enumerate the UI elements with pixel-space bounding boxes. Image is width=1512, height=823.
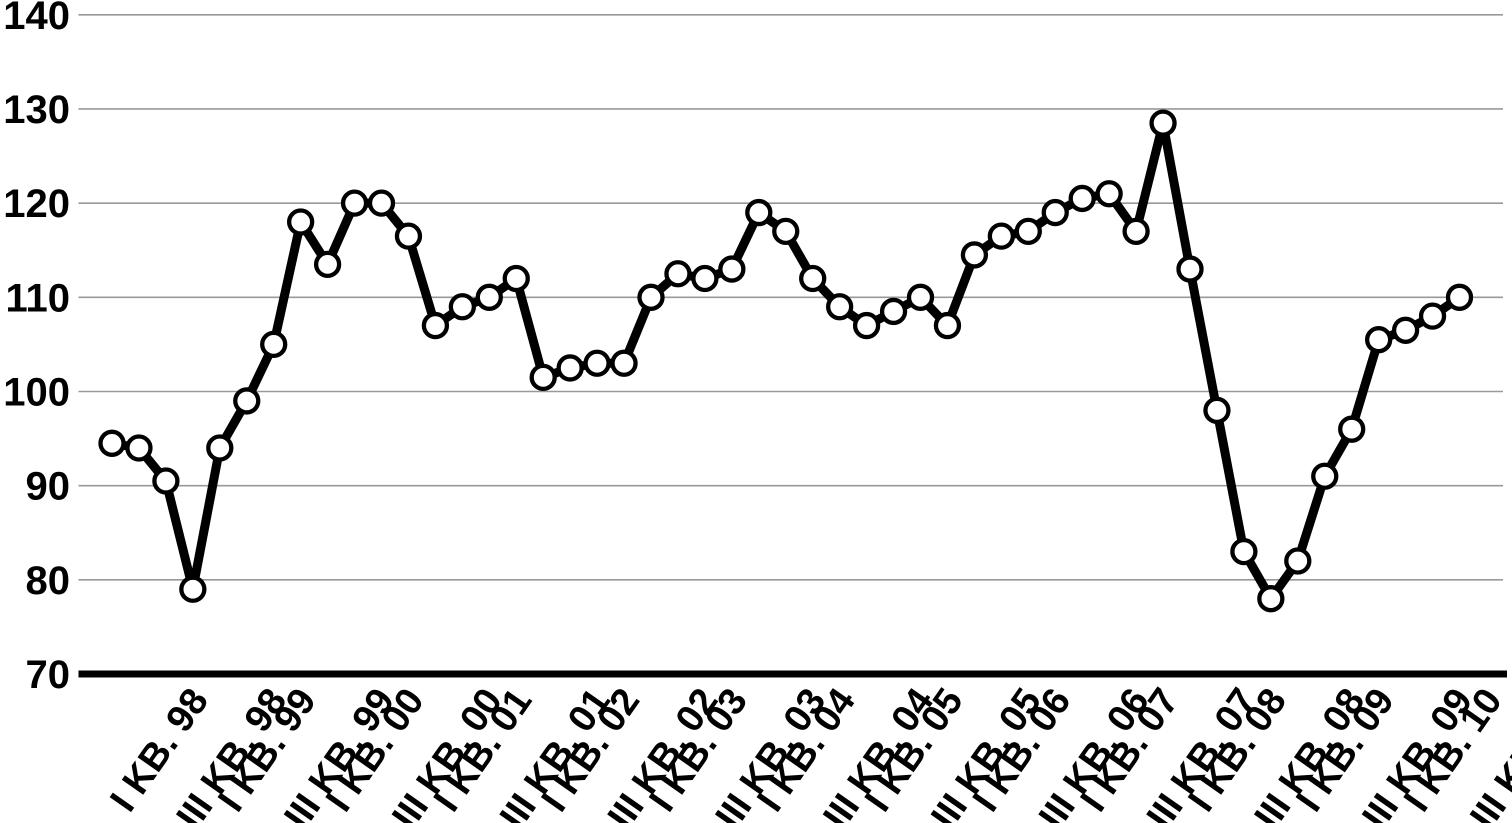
svg-text:110: 110 (5, 276, 70, 320)
svg-text:120: 120 (3, 182, 70, 226)
svg-text:140: 140 (3, 0, 70, 38)
svg-text:70: 70 (26, 653, 71, 697)
svg-text:80: 80 (26, 559, 71, 603)
svg-text:90: 90 (26, 465, 71, 509)
svg-text:130: 130 (3, 88, 70, 132)
svg-text:100: 100 (3, 371, 70, 415)
